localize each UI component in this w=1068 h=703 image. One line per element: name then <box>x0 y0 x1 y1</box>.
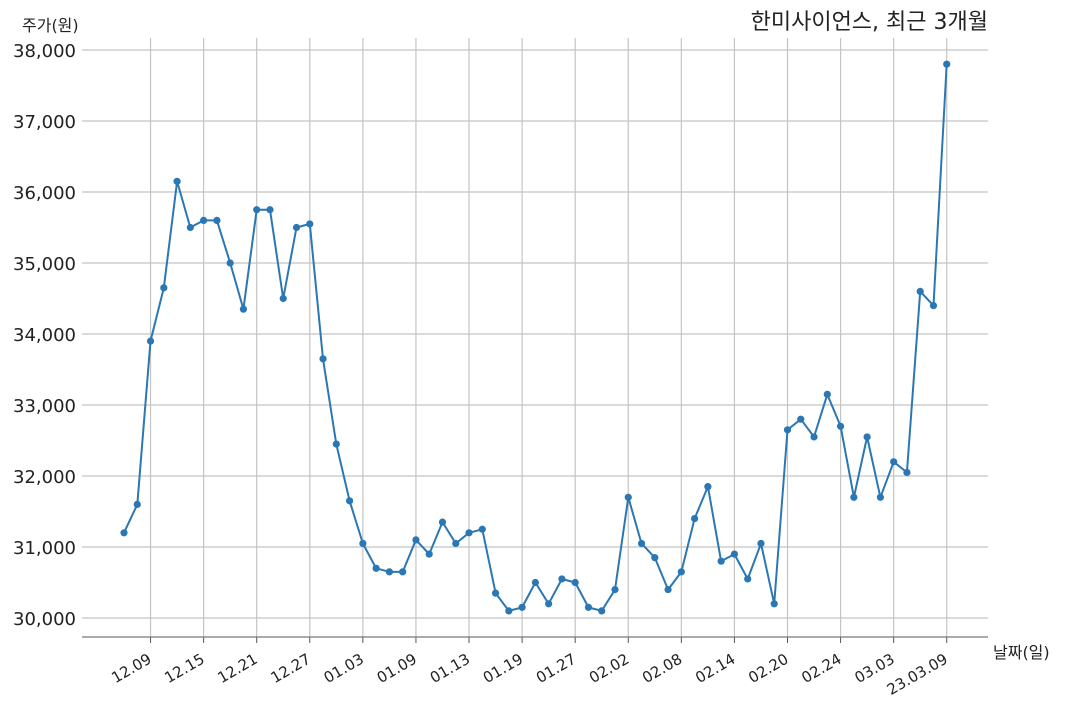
x-tick-label: 02.14 <box>692 650 738 687</box>
data-point <box>266 206 274 214</box>
data-point <box>359 539 367 548</box>
y-axis-ticks: 30,000 31,000 32,000 33,000 34,000 35,000 36,0… <box>13 41 76 630</box>
data-point <box>890 458 898 466</box>
data-point <box>399 568 407 576</box>
data-point <box>120 529 128 537</box>
data-point <box>545 600 553 608</box>
data-point <box>929 302 938 310</box>
data-point <box>253 206 261 214</box>
data-point <box>452 539 460 548</box>
data-point <box>611 586 619 594</box>
data-point <box>744 575 752 583</box>
data-point <box>598 607 606 615</box>
data-point <box>850 493 858 501</box>
data-point <box>916 287 924 295</box>
x-axis-ticks: 12.09 12.15 12.21 12.27 01.03 01.09 01.13 01.19… <box>108 650 950 699</box>
data-point <box>146 337 155 345</box>
x-tick-label: 01.03 <box>321 650 367 687</box>
x-axis-label: 날짜(일) <box>993 643 1050 662</box>
grid <box>82 38 988 637</box>
y-tick-label: 38,000 <box>13 41 76 62</box>
x-tick-label: 12.09 <box>108 650 154 687</box>
data-point <box>584 603 593 611</box>
y-tick-label: 37,000 <box>13 112 76 133</box>
data-point <box>810 433 818 441</box>
data-point <box>823 390 831 398</box>
data-point <box>770 600 778 608</box>
data-point <box>664 586 672 594</box>
y-tick-label: 30,000 <box>13 609 76 630</box>
data-point <box>292 223 301 232</box>
series-price <box>120 60 951 615</box>
data-point <box>717 557 725 565</box>
x-tick-label: 23.03.09 <box>884 650 951 699</box>
x-tick-label: 12.27 <box>268 650 314 687</box>
data-point <box>730 550 739 558</box>
x-tick-label: 01.19 <box>480 650 526 687</box>
data-point <box>319 355 327 363</box>
data-point <box>186 223 194 232</box>
data-point <box>704 483 712 491</box>
chart-title: 한미사이언스, 최근 3개월 <box>751 10 988 35</box>
y-tick-label: 34,000 <box>13 325 76 346</box>
data-point <box>797 415 805 423</box>
data-point <box>691 515 699 523</box>
data-point <box>651 554 659 562</box>
data-point <box>863 433 871 441</box>
data-point <box>226 259 234 267</box>
data-point <box>571 578 579 587</box>
x-tick-label: 02.24 <box>798 650 844 687</box>
data-point <box>836 422 845 430</box>
data-point <box>518 603 526 611</box>
y-tick-label: 31,000 <box>13 538 76 559</box>
x-tick-label: 01.09 <box>374 650 420 687</box>
data-point <box>160 284 168 292</box>
data-point <box>943 60 951 68</box>
data-point <box>345 497 354 505</box>
x-tick-label: 02.08 <box>639 650 685 687</box>
data-point <box>478 525 486 533</box>
data-point <box>133 500 141 508</box>
axes <box>82 636 988 643</box>
data-point <box>438 518 447 526</box>
y-tick-label: 35,000 <box>13 254 76 275</box>
data-point <box>624 493 632 501</box>
data-point <box>783 426 792 434</box>
data-point <box>505 607 513 615</box>
data-point <box>677 568 685 576</box>
data-point <box>558 575 566 583</box>
x-tick-label: 02.20 <box>745 650 791 687</box>
data-point <box>425 550 433 558</box>
data-point <box>876 493 884 501</box>
y-tick-label: 36,000 <box>13 183 76 204</box>
data-point <box>332 440 340 448</box>
data-point <box>213 216 221 224</box>
data-point <box>306 220 314 228</box>
series-line <box>123 64 948 612</box>
data-point <box>465 529 473 537</box>
x-tick-label: 01.27 <box>533 650 579 687</box>
data-point <box>531 578 539 587</box>
x-tick-label: 01.13 <box>427 650 473 687</box>
data-point <box>903 468 911 477</box>
data-point <box>173 177 181 185</box>
x-tick-label: 12.21 <box>215 650 261 687</box>
data-point <box>385 568 393 576</box>
data-point <box>757 539 765 548</box>
data-point <box>412 536 420 544</box>
data-point <box>491 589 500 597</box>
data-point <box>372 564 380 572</box>
data-point <box>279 294 287 303</box>
y-tick-label: 33,000 <box>13 396 76 417</box>
y-axis-label: 주가(원) <box>22 16 79 35</box>
x-tick-label: 02.02 <box>586 650 632 687</box>
y-tick-label: 32,000 <box>13 467 76 488</box>
x-tick-label: 12.15 <box>161 650 207 687</box>
data-point <box>200 216 208 224</box>
data-point <box>637 539 646 548</box>
data-point <box>239 305 248 313</box>
